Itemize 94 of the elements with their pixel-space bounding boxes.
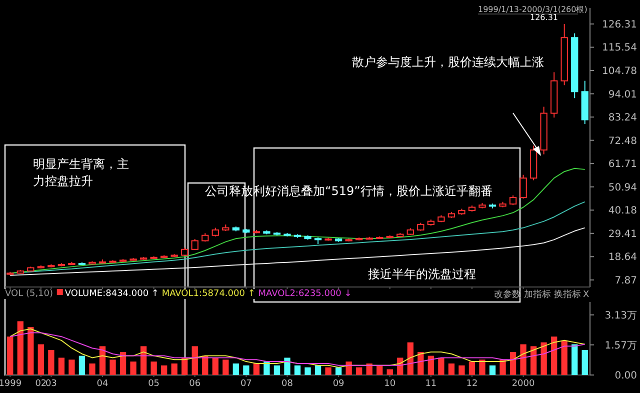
bar: [520, 344, 526, 375]
candlestick: [520, 174, 527, 200]
bar: [530, 346, 537, 375]
y-tick-label: 1.57万: [604, 340, 637, 352]
bar: [346, 362, 352, 375]
bar: [68, 360, 75, 375]
x-tick-label: 09: [332, 379, 345, 389]
bar: [161, 365, 168, 375]
y-tick-label: 104.78: [602, 66, 637, 77]
bar: [284, 358, 290, 375]
y-tick-label: 0.00: [614, 370, 637, 382]
bar: [192, 346, 198, 375]
x-tick-label: 08: [282, 379, 294, 389]
y-tick-label: 50.94: [608, 182, 637, 194]
bar: [78, 356, 86, 375]
y-tick-label: 126.31: [602, 19, 637, 30]
bar: [243, 365, 250, 375]
candlestick: [509, 194, 517, 206]
chart-title: VOL (5,10): [5, 289, 56, 299]
bar: [458, 365, 465, 375]
bar: [540, 342, 547, 375]
x-tick-label: 07: [240, 379, 252, 389]
x-tick-label: 11: [425, 379, 437, 389]
bar: [479, 360, 486, 375]
x-tick-label: 02: [35, 379, 47, 389]
bar: [582, 350, 588, 375]
y-tick-label: 94.01: [608, 89, 637, 100]
text: MAVOL1:5874.000 ↑: [162, 289, 258, 299]
legend-label: VOLUME:8434.000 ↑: [64, 289, 162, 299]
bar: [89, 363, 96, 375]
x-tick-label: 05: [148, 379, 160, 389]
annotation: 散户参与度上升，股价连续大幅上涨: [352, 55, 544, 69]
y-tick-label: 115.54: [602, 42, 637, 54]
bar: [99, 346, 106, 375]
bar: [325, 367, 332, 375]
annotation: 明显产生背离，主力控盘拉升: [33, 157, 129, 188]
bar: [500, 360, 506, 375]
bar: [58, 358, 65, 375]
bar: [120, 352, 126, 375]
bar: [448, 363, 455, 375]
bar: [253, 363, 260, 375]
text: X: [583, 290, 590, 300]
bar: [150, 362, 157, 375]
x-tick-label: 2000: [512, 379, 536, 389]
bar: [356, 367, 362, 375]
y-tick-label: 83.24: [608, 112, 637, 124]
bar: [232, 363, 239, 375]
bar: [274, 365, 280, 375]
bar: [48, 350, 54, 375]
annotation: 接近半年的洗盘过程: [368, 267, 476, 281]
bar: [551, 336, 558, 375]
bar: [140, 346, 147, 375]
bar: [438, 358, 444, 375]
bar: [222, 360, 229, 375]
x-tick-label: 10: [384, 379, 396, 389]
y-tick-label: 29.41: [608, 228, 637, 240]
bar: [171, 363, 178, 375]
bar: [572, 344, 578, 375]
bar: [376, 365, 383, 375]
bar: [304, 367, 311, 375]
text: 加指标: [524, 289, 551, 300]
y-tick-label: 18.64: [608, 252, 637, 264]
x-tick-label: 03: [45, 379, 57, 389]
bar: [38, 344, 44, 375]
bar: [561, 340, 568, 375]
y-tick-label: 7.87: [614, 275, 637, 286]
text: 换指标: [554, 289, 581, 300]
bar: [294, 365, 301, 375]
bar: [17, 321, 24, 375]
bar: [182, 358, 188, 375]
x-tick-label: 1999: [0, 379, 22, 389]
x-tick-label: 04: [96, 379, 108, 389]
bar: [386, 369, 393, 375]
x-tick-label: 06: [189, 379, 201, 389]
bar: [489, 365, 496, 375]
bar: [428, 356, 434, 375]
bar: [407, 342, 414, 375]
bar: [335, 367, 342, 375]
text: MAVOL2:6235.000 ↓: [258, 289, 352, 299]
y-tick-label: 40.18: [608, 206, 637, 217]
y-tick-label: 72.48: [608, 136, 637, 147]
bar: [468, 362, 476, 375]
bar: [314, 365, 322, 375]
bar: [510, 352, 516, 375]
y-tick-label: 61.71: [608, 159, 637, 170]
bar: [130, 362, 136, 375]
bar: [7, 336, 14, 375]
x-tick-label: 12: [466, 379, 478, 389]
y-tick-label: 3.13万: [604, 310, 637, 322]
bar: [212, 358, 218, 375]
annotation: 1999/1/13-2000/3/1(260根): [478, 5, 588, 14]
annotation: 126.31: [530, 13, 558, 22]
bar: [110, 360, 116, 375]
bar: [28, 326, 34, 375]
